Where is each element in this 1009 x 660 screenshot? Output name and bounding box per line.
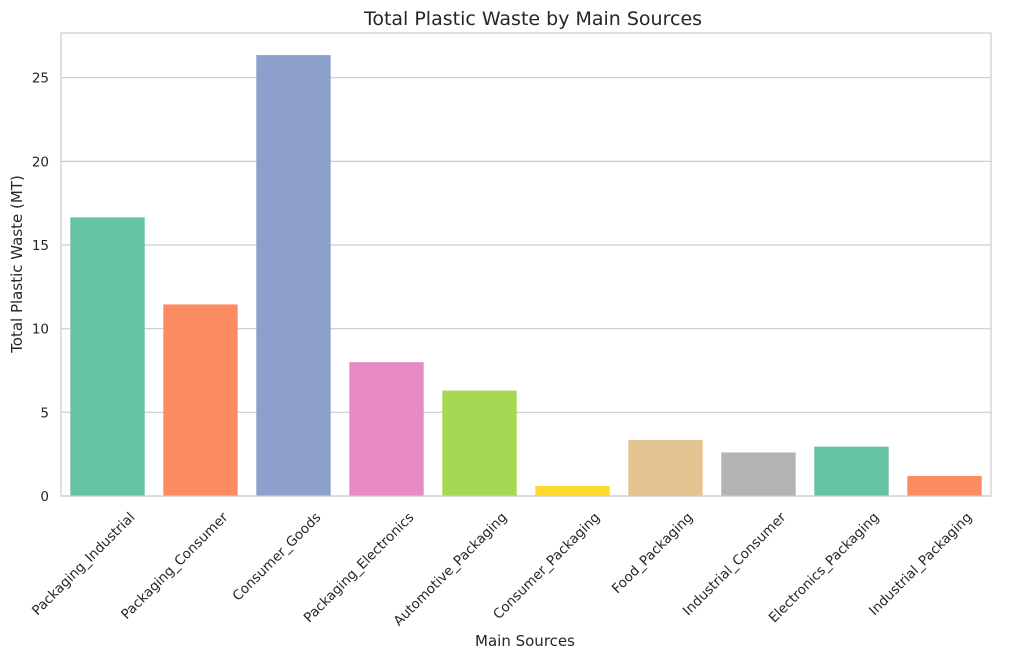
x-axis-ticks: Packaging_IndustrialPackaging_ConsumerCo… <box>29 509 975 629</box>
bars <box>70 55 982 496</box>
x-tick-label: Electronics_Packaging <box>766 510 883 627</box>
plot-frame <box>60 32 992 497</box>
bar-packaging-industrial <box>70 217 145 496</box>
bar-electronics-packaging <box>814 446 889 496</box>
bar-industrial-consumer <box>721 452 796 496</box>
y-axis-ticks: 0 5 10 15 20 25 <box>32 71 49 505</box>
x-tick-label: Packaging_Industrial <box>29 510 138 619</box>
x-axis-label: Main Sources <box>475 632 575 650</box>
x-tick-label: Consumer_Packaging <box>490 510 603 623</box>
x-tick-label: Industrial_Consumer <box>680 509 790 619</box>
bar-consumer-goods <box>256 55 331 496</box>
bar-automotive-packaging <box>442 390 517 496</box>
y-tick-label: 15 <box>32 238 49 254</box>
y-axis-label: Total Plastic Waste (MT) <box>8 175 26 354</box>
y-tick-label: 5 <box>40 405 49 421</box>
bar-food-packaging <box>628 439 703 496</box>
chart-title: Total Plastic Waste by Main Sources <box>363 8 702 30</box>
x-tick-label: Food_Packaging <box>609 510 696 597</box>
x-tick-label: Packaging_Consumer <box>118 509 232 623</box>
x-tick-label: Consumer_Goods <box>229 510 324 605</box>
bar-packaging-consumer <box>163 304 238 496</box>
bar-industrial-packaging <box>907 475 982 496</box>
bar-consumer-packaging <box>535 485 610 496</box>
y-tick-label: 20 <box>32 154 49 170</box>
y-tick-label: 0 <box>40 489 49 505</box>
y-tick-label: 25 <box>32 71 49 87</box>
y-tick-label: 10 <box>32 322 49 338</box>
x-tick-label: Industrial_Packaging <box>866 510 975 619</box>
bar-packaging-electronics <box>349 362 424 496</box>
